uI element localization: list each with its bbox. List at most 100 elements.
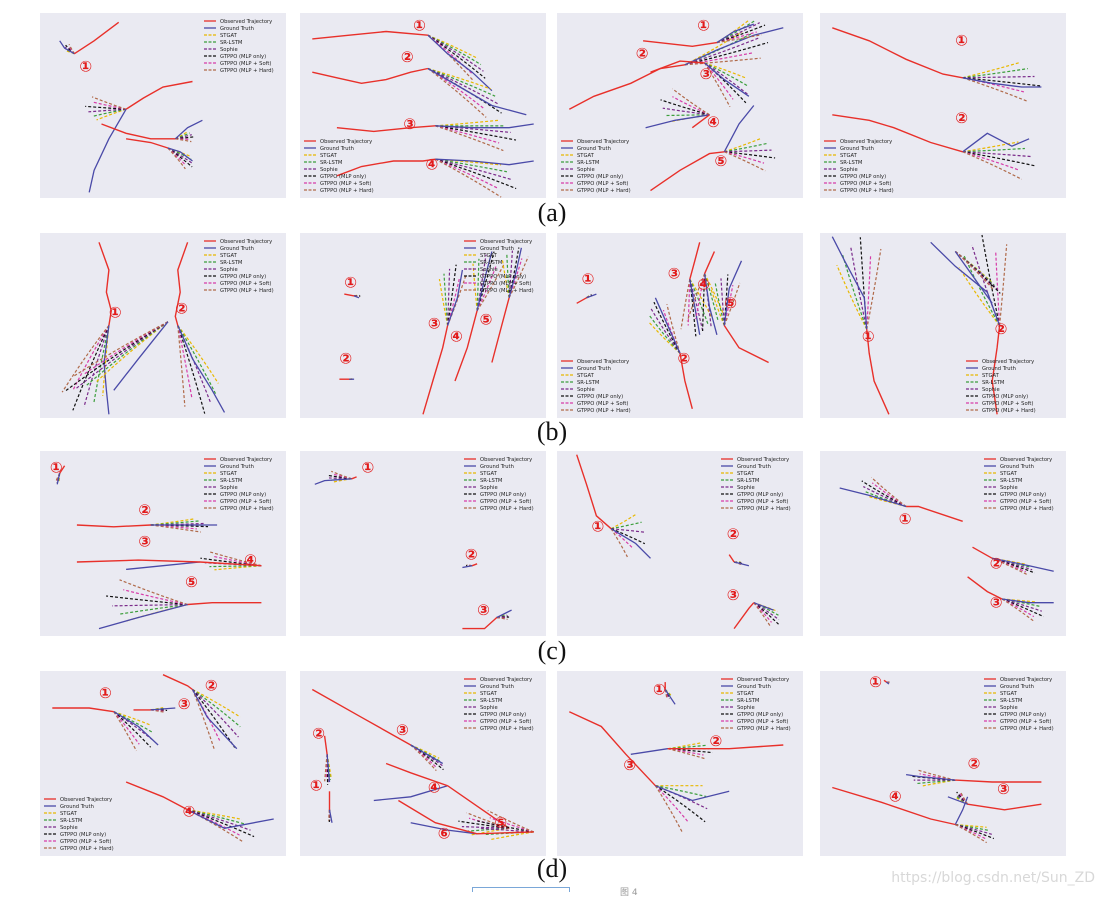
trajectory-marker: ② — [339, 350, 352, 368]
legend-label: GTPPO (MLP + Soft) — [60, 839, 111, 845]
legend-label: Sophie — [840, 167, 858, 173]
trajectory-marker: ② — [955, 109, 968, 127]
legend-label: GTPPO (MLP only) — [982, 394, 1028, 400]
trajectory-marker: ② — [465, 545, 478, 563]
trajectory-marker: ① — [344, 274, 357, 292]
trajectory-marker: ④ — [183, 802, 196, 820]
trajectory-marker: ③ — [178, 695, 191, 713]
legend-label: Sophie — [577, 387, 595, 393]
legend-label: Ground Truth — [220, 246, 254, 252]
trajectory-marker: ① — [413, 17, 426, 35]
trajectory-marker: ① — [50, 458, 63, 476]
legend-label: STGAT — [1000, 471, 1018, 477]
legend-label: GTPPO (MLP + Hard) — [480, 506, 534, 512]
legend-label: GTPPO (MLP + Soft) — [737, 499, 788, 505]
legend-label: GTPPO (MLP only) — [60, 832, 106, 838]
legend-label: GTPPO (MLP + Hard) — [1000, 506, 1054, 512]
trajectory-marker: ④ — [425, 155, 438, 173]
row-label-b: (b) — [530, 419, 574, 445]
trajectory-marker: ⑤ — [480, 311, 493, 329]
legend-label: Observed Trajectory — [737, 677, 789, 683]
trajectory-marker: ③ — [727, 586, 740, 604]
legend-label: SR-LSTM — [60, 818, 82, 824]
trajectory-marker: ③ — [477, 601, 490, 619]
legend-label: SR-LSTM — [220, 40, 242, 46]
trajectory-marker: ② — [205, 677, 218, 695]
legend-label: STGAT — [480, 471, 498, 477]
legend-label: GTPPO (MLP only) — [577, 394, 623, 400]
legend-label: Observed Trajectory — [982, 359, 1034, 365]
legend-label: Observed Trajectory — [220, 457, 272, 463]
legend-label: Observed Trajectory — [1000, 677, 1052, 683]
trajectory-marker: ③ — [700, 65, 713, 83]
legend-label: STGAT — [220, 471, 238, 477]
trajectory-marker: ④ — [697, 276, 710, 294]
watermark: https://blog.csdn.net/Sun_ZD — [891, 870, 1095, 886]
legend-label: SR-LSTM — [480, 260, 502, 266]
trajectory-marker: ① — [697, 17, 710, 35]
trajectory-marker: ③ — [403, 115, 416, 133]
legend-label: Observed Trajectory — [737, 457, 789, 463]
legend-label: Ground Truth — [737, 684, 771, 690]
trajectory-marker: ④ — [450, 327, 463, 345]
legend-label: GTPPO (MLP + Soft) — [220, 499, 271, 505]
legend-label: GTPPO (MLP only) — [1000, 712, 1046, 718]
legend-label: Sophie — [1000, 705, 1018, 711]
legend-label: STGAT — [737, 471, 755, 477]
legend-label: STGAT — [480, 253, 498, 259]
legend-label: STGAT — [320, 153, 338, 159]
legend-label: GTPPO (MLP + Hard) — [320, 188, 374, 194]
legend-label: Sophie — [480, 705, 498, 711]
trajectory-marker: ⑤ — [494, 813, 507, 831]
legend-label: Observed Trajectory — [577, 359, 629, 365]
legend-label: GTPPO (MLP only) — [737, 492, 783, 498]
legend-label: STGAT — [577, 153, 595, 159]
legend-label: Observed Trajectory — [1000, 457, 1052, 463]
legend-label: SR-LSTM — [1000, 478, 1022, 484]
legend-label: Sophie — [60, 825, 78, 831]
trajectory-marker: ① — [109, 303, 122, 321]
trajectory-marker: ④ — [428, 778, 441, 796]
legend-label: STGAT — [220, 253, 238, 259]
legend-label: GTPPO (MLP only) — [480, 492, 526, 498]
legend-label: SR-LSTM — [220, 478, 242, 484]
legend-label: GTPPO (MLP + Hard) — [220, 506, 274, 512]
legend-label: SR-LSTM — [320, 160, 342, 166]
legend-label: GTPPO (MLP only) — [220, 274, 266, 280]
legend-label: GTPPO (MLP only) — [1000, 492, 1046, 498]
legend-label: GTPPO (MLP only) — [220, 492, 266, 498]
legend-label: GTPPO (MLP only) — [480, 712, 526, 718]
legend-label: Ground Truth — [1000, 464, 1034, 470]
trajectory-marker: ④ — [889, 788, 902, 806]
legend-label: Ground Truth — [577, 366, 611, 372]
legend-label: Ground Truth — [840, 146, 874, 152]
legend-label: STGAT — [1000, 691, 1018, 697]
legend-label: GTPPO (MLP + Hard) — [577, 188, 631, 194]
trajectory-marker: ⑥ — [438, 825, 451, 843]
legend-label: GTPPO (MLP + Soft) — [577, 181, 628, 187]
trajectory-marker: ③ — [668, 264, 681, 282]
legend-label: GTPPO (MLP + Hard) — [220, 68, 274, 74]
legend-label: GTPPO (MLP only) — [320, 174, 366, 180]
trajectory-marker: ② — [995, 320, 1008, 338]
trajectory-marker: ④ — [707, 113, 720, 131]
legend-label: STGAT — [982, 373, 1000, 379]
legend-label: SR-LSTM — [737, 698, 759, 704]
legend-label: GTPPO (MLP + Soft) — [737, 719, 788, 725]
trajectory-marker: ⑤ — [185, 573, 198, 591]
trajectory-marker: ② — [710, 732, 723, 750]
legend-label: STGAT — [480, 691, 498, 697]
trajectory-marker: ④ — [244, 551, 257, 569]
legend-label: Observed Trajectory — [60, 797, 112, 803]
legend-label: GTPPO (MLP + Soft) — [320, 181, 371, 187]
row-label-d: (d) — [530, 856, 574, 882]
